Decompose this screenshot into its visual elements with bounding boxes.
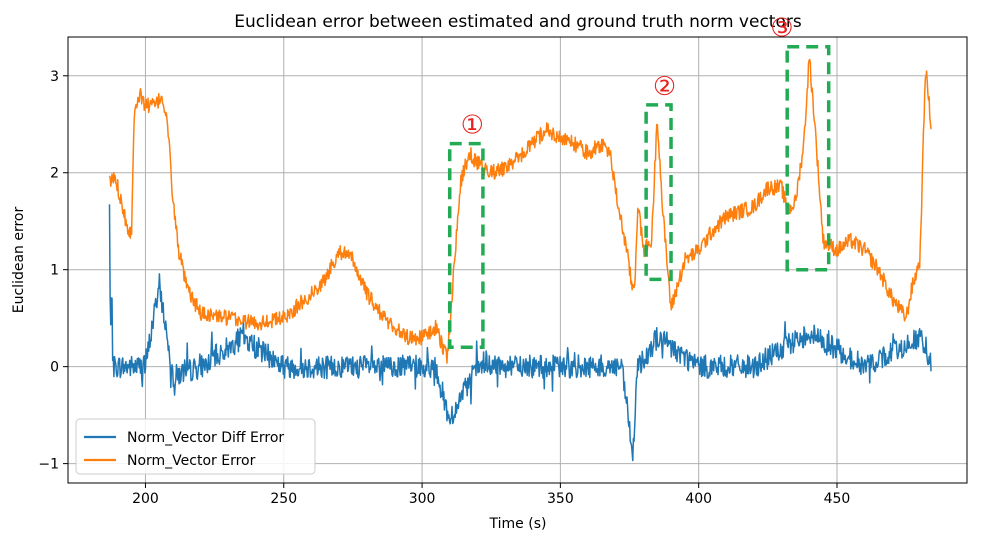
legend: Norm_Vector Diff Error Norm_Vector Error: [75, 418, 316, 475]
x-tick-label: 400: [685, 491, 712, 507]
y-tick-label: 1: [50, 263, 59, 279]
x-tick-label: 300: [409, 491, 436, 507]
plot-frame: [67, 36, 968, 484]
x-tick-label: 450: [824, 491, 851, 507]
highlight-box-1: [447, 141, 485, 350]
y-tick-label: −1: [38, 457, 59, 473]
x-tick-label: 200: [132, 491, 159, 507]
y-tick-label: 3: [50, 69, 59, 85]
y-tick-label: 2: [50, 166, 59, 182]
x-tick-label: 350: [547, 491, 574, 507]
x-tick-label: 250: [270, 491, 297, 507]
highlight-box-2: [644, 103, 673, 282]
x-axis-label: Time (s): [489, 516, 547, 532]
series-line-error: [108, 58, 932, 364]
axis-ticks: 200 250 300 350 400 450 −1 0 1 2 3: [38, 69, 850, 507]
highlight-label-2: ②: [653, 72, 676, 102]
series-line-diff-error: [108, 204, 932, 462]
legend-label-error: Norm_Vector Error: [127, 453, 256, 469]
y-axis-label: Euclidean error: [11, 207, 27, 314]
legend-frame: [75, 418, 316, 475]
highlight-box-3: [785, 44, 831, 272]
grid-lines: [68, 37, 967, 483]
chart-title: Euclidean error between estimated and gr…: [234, 12, 802, 32]
highlight-boxes: ① ② ③: [447, 14, 831, 350]
legend-label-diff-error: Norm_Vector Diff Error: [127, 430, 284, 446]
highlight-label-3: ③: [770, 14, 793, 44]
series-group: [108, 58, 932, 462]
y-tick-label: 0: [50, 360, 59, 376]
highlight-label-1: ①: [461, 111, 484, 141]
